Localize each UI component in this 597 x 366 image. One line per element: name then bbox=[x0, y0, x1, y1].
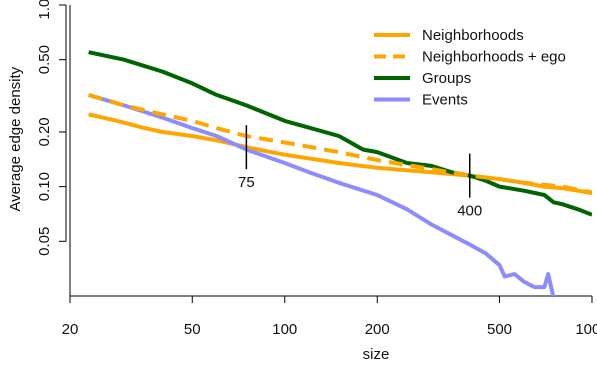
legend-label: Neighborhoods bbox=[422, 27, 524, 44]
y-tick-label: 0.50 bbox=[36, 45, 53, 74]
y-tick-label: 0.05 bbox=[36, 227, 53, 256]
legend: Neighborhoods Neighborhoods + ego Groups Ev… bbox=[374, 27, 566, 109]
series-line-neighborhoods bbox=[88, 112, 592, 196]
legend-label: Neighborhoods + ego bbox=[422, 49, 566, 66]
x-tick-label: 100 bbox=[272, 321, 297, 338]
axes: 0.05 0.10 0.20 0.50 1.00 20 50 100 200 500 1000 bbox=[36, 0, 597, 338]
y-tick-label: 1.00 bbox=[36, 0, 53, 20]
legend-label: Events bbox=[422, 92, 468, 109]
series-line-events bbox=[88, 92, 556, 296]
series-line-groups bbox=[88, 50, 592, 217]
y-axis-label: Average edge density bbox=[7, 66, 24, 211]
x-tick-label: 50 bbox=[184, 321, 201, 338]
series-line-neighborhoods-ego bbox=[88, 92, 592, 195]
legend-label: Groups bbox=[422, 70, 471, 87]
series-lines bbox=[88, 50, 592, 296]
annotations: 75 400 bbox=[238, 125, 482, 220]
y-tick-label: 0.20 bbox=[36, 117, 53, 146]
x-tick-label: 1000 bbox=[575, 321, 597, 338]
x-tick-label: 20 bbox=[62, 321, 79, 338]
x-axis-label: size bbox=[363, 346, 390, 363]
x-tick-label: 200 bbox=[365, 321, 390, 338]
annotation-label: 75 bbox=[238, 174, 255, 191]
x-tick-label: 500 bbox=[487, 321, 512, 338]
annotation-label: 400 bbox=[457, 203, 482, 220]
y-tick-label: 0.10 bbox=[36, 172, 53, 201]
